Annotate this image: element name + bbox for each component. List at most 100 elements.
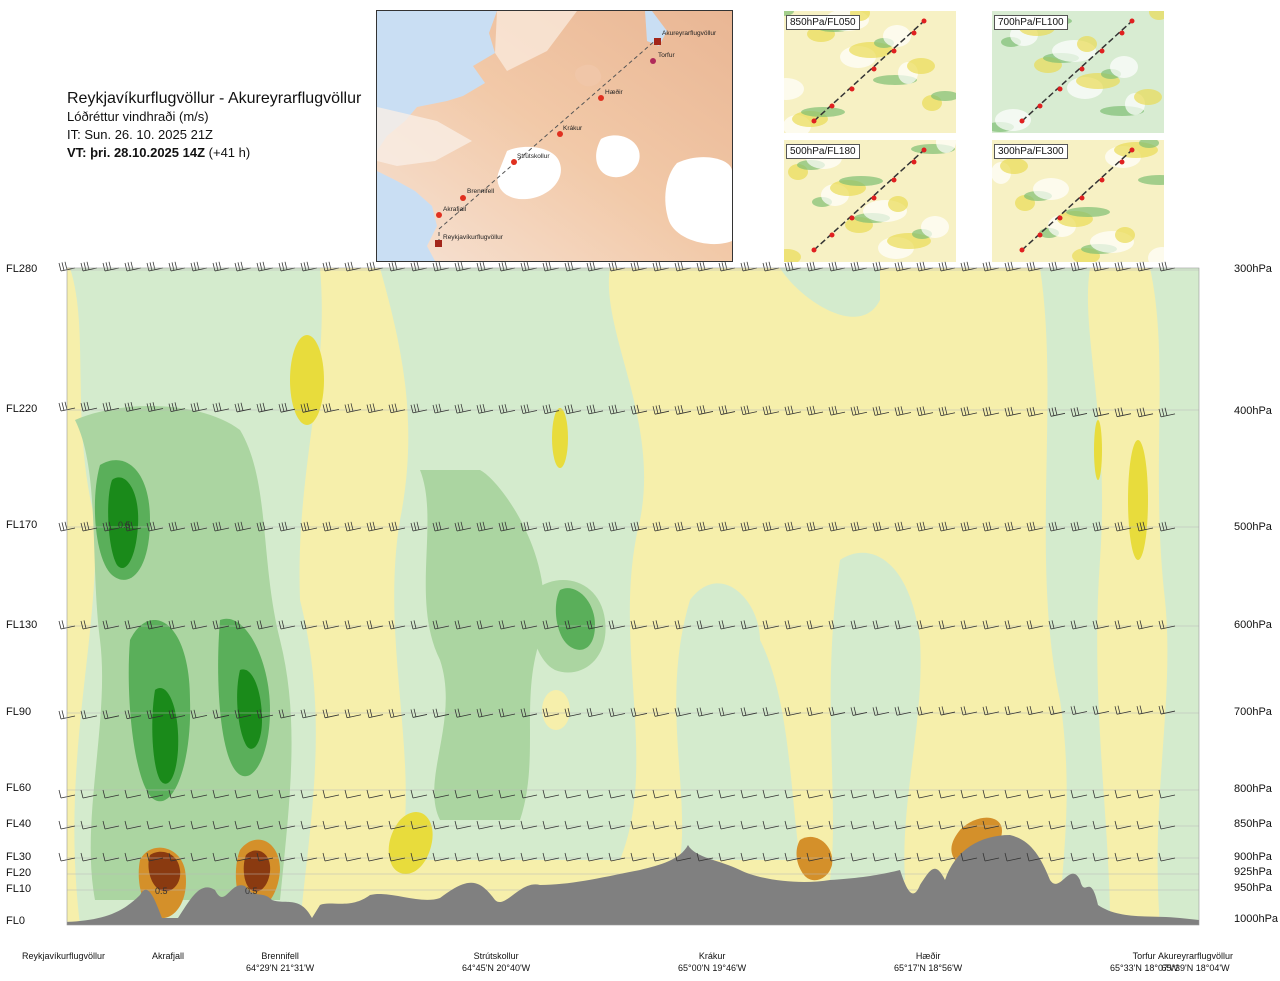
wind-barb (366, 620, 384, 630)
wind-barb (388, 521, 406, 532)
wind-barb (300, 789, 318, 799)
wind-barb (520, 521, 538, 532)
wind-barb (58, 820, 76, 830)
wind-barb (718, 261, 736, 272)
wind-barb (1070, 407, 1088, 417)
wind-barb (608, 852, 626, 862)
waypoint-coord: 65°17'N 18°56'W (894, 963, 963, 973)
valid-time-offset: (+41 h) (208, 145, 251, 160)
wind-barb (740, 707, 758, 717)
wind-barb (696, 820, 714, 830)
fl-label: FL60 (6, 782, 32, 794)
wind-barb (366, 852, 384, 862)
map-label-strutskollur: Strútskollur (517, 153, 550, 160)
waypoint-label: Reykjavíkurflugvöllur (22, 950, 105, 962)
wind-barb (564, 404, 582, 415)
wind-barb (124, 402, 142, 412)
wind-barb (1136, 705, 1154, 715)
wind-barb (586, 852, 604, 862)
wind-barb (388, 852, 406, 862)
wind-barb (652, 261, 670, 272)
wind-barb (1070, 820, 1088, 830)
wind-barb (872, 706, 890, 716)
wind-barb (454, 261, 472, 272)
wind-barb (1136, 789, 1154, 799)
wind-barb (1136, 261, 1154, 272)
wind-barb (674, 707, 692, 717)
wind-barb (674, 820, 692, 830)
wind-barb (212, 709, 230, 719)
wind-barb (1004, 406, 1022, 417)
level-map-500-image (784, 140, 956, 262)
wind-barb (234, 521, 252, 532)
waypoint-coord: 65°00'N 19°46'W (678, 963, 747, 973)
wind-barb (938, 261, 956, 272)
wind-barb (410, 820, 428, 830)
wind-barb (1092, 789, 1110, 799)
wind-barb (740, 261, 758, 272)
waypoint-name: Krákur (698, 951, 726, 961)
pressure-label: 1000hPa (1234, 913, 1279, 925)
wind-barb (960, 261, 978, 272)
wind-barb (630, 404, 648, 415)
wind-barb (960, 706, 978, 716)
wind-barb (344, 403, 362, 413)
waypoint-name: Akureyrarflugvöllur (1158, 951, 1234, 961)
wind-barb (432, 521, 450, 532)
wind-barb (608, 261, 626, 272)
wind-barb (960, 620, 978, 630)
wind-barb (212, 620, 230, 630)
wind-barb (542, 521, 560, 532)
wind-barb (476, 789, 494, 799)
fl-label: FL10 (6, 883, 32, 895)
level-map-850: 850hPa/FL050 (784, 11, 956, 133)
wind-barb (1004, 852, 1022, 862)
wind-barb (58, 521, 76, 532)
wind-barb (432, 852, 450, 862)
wind-barb (102, 820, 120, 830)
wind-barb (454, 820, 472, 830)
wind-barb (784, 707, 802, 717)
wind-barb (1004, 521, 1022, 532)
map-label-brennifell: Brennifell (467, 188, 495, 195)
wind-barb (498, 708, 516, 718)
wind-barb (300, 521, 318, 532)
wind-barb (454, 708, 472, 718)
wind-barb (806, 706, 824, 717)
wind-barb (1158, 789, 1176, 799)
wind-barb (916, 261, 934, 272)
wind-barb (784, 261, 802, 272)
wind-barb (1092, 261, 1110, 272)
wind-barb (674, 620, 692, 630)
route-map: Akureyrarflugvöllur Torfur Hæðir Krákur … (376, 10, 733, 262)
wind-barb (894, 521, 912, 532)
wind-barb (520, 789, 538, 799)
wind-barb (344, 620, 362, 630)
wind-barb (520, 261, 538, 272)
pressure-label: 950hPa (1234, 882, 1272, 894)
wind-barb (894, 820, 912, 830)
wind-barb (718, 620, 736, 630)
wind-barb (828, 405, 846, 416)
wind-barb (982, 820, 1000, 830)
wind-barb (146, 852, 164, 862)
waypoint-coord: 64°45'N 20°40'W (462, 963, 531, 973)
map-label-torfur: Torfur (658, 52, 675, 59)
level-map-700-image (992, 11, 1164, 133)
wind-barb (982, 261, 1000, 272)
wind-barb (58, 261, 76, 272)
wind-barb (828, 820, 846, 830)
wind-barb (586, 521, 604, 532)
waypoint-label: Akrafjall (152, 950, 184, 962)
wind-barb (1092, 705, 1110, 715)
wind-barb (982, 852, 1000, 862)
terrain-profile (67, 835, 1199, 925)
wind-barb (190, 789, 208, 799)
wind-barb (1136, 521, 1154, 532)
wind-barb (300, 620, 318, 630)
wind-barb (696, 852, 714, 862)
wind-barb (828, 521, 846, 532)
wind-barb (784, 405, 802, 416)
wind-barb (1004, 261, 1022, 272)
wind-barb (498, 789, 516, 799)
